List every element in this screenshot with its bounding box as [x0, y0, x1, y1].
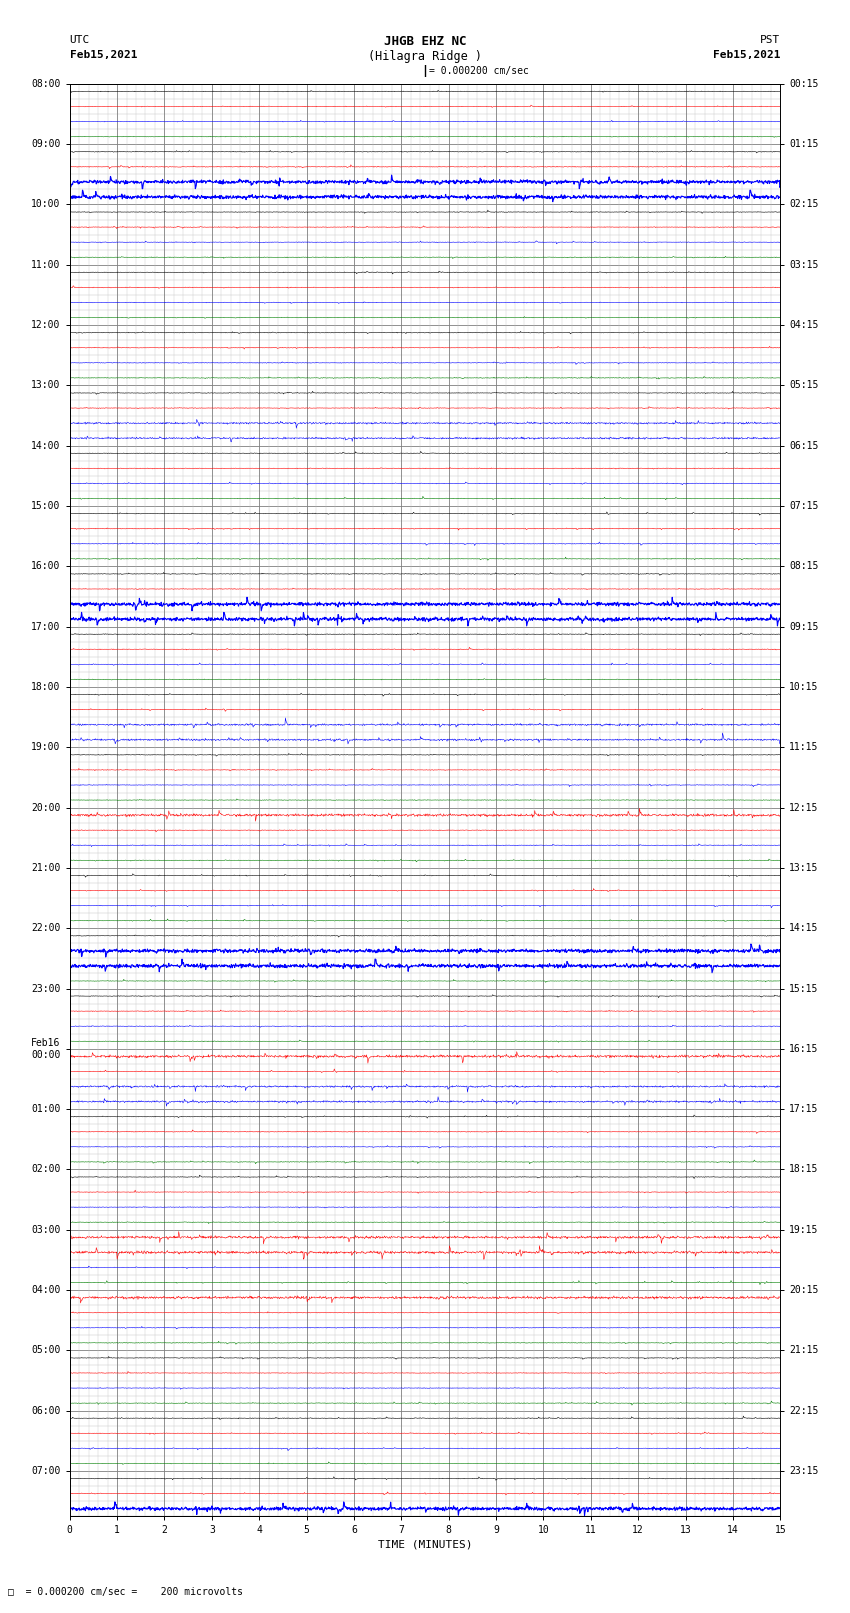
Text: JHGB EHZ NC: JHGB EHZ NC — [383, 35, 467, 48]
Text: PST: PST — [760, 35, 780, 45]
X-axis label: TIME (MINUTES): TIME (MINUTES) — [377, 1539, 473, 1550]
Text: □  = 0.000200 cm/sec =    200 microvolts: □ = 0.000200 cm/sec = 200 microvolts — [8, 1587, 243, 1597]
Text: = 0.000200 cm/sec: = 0.000200 cm/sec — [429, 66, 529, 76]
Text: Feb15,2021: Feb15,2021 — [713, 50, 780, 60]
Text: (Hilagra Ridge ): (Hilagra Ridge ) — [368, 50, 482, 63]
Text: Feb15,2021: Feb15,2021 — [70, 50, 137, 60]
Text: UTC: UTC — [70, 35, 90, 45]
